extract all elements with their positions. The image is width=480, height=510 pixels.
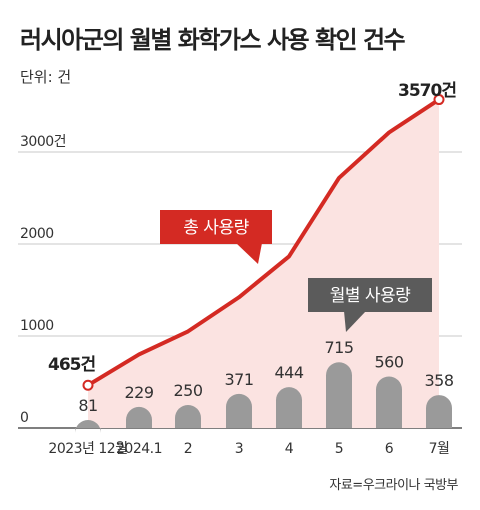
monthly-series-callout: 월별 사용량 xyxy=(308,278,432,332)
monthly-bar xyxy=(376,376,402,428)
x-tick-label: 5 xyxy=(335,441,343,457)
monthly-bar xyxy=(326,362,352,428)
x-tick-label: 2024.1 xyxy=(116,441,162,457)
x-tick-label: 3 xyxy=(235,441,243,457)
total-end-label: 3570건 xyxy=(398,81,456,101)
monthly-bar xyxy=(426,395,452,428)
total-start-label: 465건 xyxy=(48,355,95,375)
monthly-value-label: 715 xyxy=(324,338,353,357)
total-series-callout-box xyxy=(160,210,272,244)
y-tick-label: 3000건 xyxy=(20,134,66,150)
bar-layer xyxy=(75,362,452,433)
chart-title: 러시아군의 월별 화학가스 사용 확인 건수 xyxy=(20,26,406,54)
total-endpoint-marker xyxy=(433,94,445,106)
monthly-value-label: 358 xyxy=(424,371,453,390)
total-series-callout: 총 사용량 xyxy=(160,210,272,264)
monthly-series-callout-pointer xyxy=(344,311,366,332)
total-area-fill xyxy=(88,99,439,428)
monthly-value-label: 371 xyxy=(224,370,253,389)
x-tick-label: 7월 xyxy=(429,441,450,457)
monthly-bar xyxy=(126,406,152,428)
monthly-bar xyxy=(226,393,252,428)
monthly-bar xyxy=(75,420,101,433)
monthly-value-label: 229 xyxy=(124,383,153,402)
monthly-series-callout-text: 월별 사용량 xyxy=(330,286,411,306)
unit-label: 단위: 건 xyxy=(20,68,72,86)
x-tick-label: 2 xyxy=(184,441,192,457)
total-series-callout-pointer xyxy=(236,243,262,264)
monthly-value-label: 81 xyxy=(78,396,97,415)
total-usage-line xyxy=(86,97,441,388)
monthly-bar xyxy=(175,405,201,428)
monthly-bar xyxy=(276,387,302,428)
x-tick-label: 6 xyxy=(385,441,394,457)
monthly-value-label: 560 xyxy=(374,352,403,371)
monthly-value-label: 444 xyxy=(274,363,303,382)
total-endpoint-marker xyxy=(82,379,94,391)
marker-layer xyxy=(82,94,445,391)
y-tick-label: 1000 xyxy=(20,318,54,334)
x-tick-label: 4 xyxy=(285,441,294,457)
total-series-callout-text: 총 사용량 xyxy=(183,218,249,238)
y-tick-label: 0 xyxy=(20,410,28,426)
x-tick-label: 2023년 12월 xyxy=(48,441,127,457)
y-tick-label: 2000 xyxy=(20,226,54,242)
monthly-value-label: 250 xyxy=(173,381,202,400)
monthly-series-callout-box xyxy=(308,278,432,312)
source-note: 자료=우크라이나 국방부 xyxy=(329,478,458,493)
